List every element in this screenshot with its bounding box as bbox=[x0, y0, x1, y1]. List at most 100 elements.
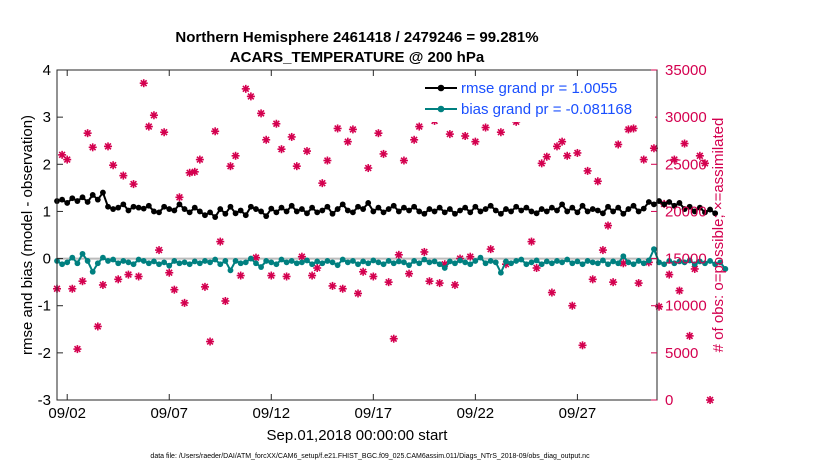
bias-point bbox=[579, 261, 586, 268]
y-axis-label: rmse and bias (model - observation) bbox=[19, 115, 36, 355]
obs-count-marker bbox=[88, 143, 97, 152]
bias-point bbox=[554, 258, 560, 264]
rmse-point bbox=[120, 201, 127, 208]
rmse-point bbox=[196, 208, 203, 215]
obs-count-marker bbox=[190, 167, 199, 176]
obs-count-marker bbox=[563, 151, 572, 160]
bias-point bbox=[288, 258, 295, 264]
legend: rmse grand pr = 1.0055 bias grand pr = -… bbox=[419, 78, 655, 122]
bias-point bbox=[278, 256, 285, 263]
bias-point bbox=[656, 259, 662, 266]
rmse-point bbox=[385, 206, 392, 212]
rmse-point bbox=[610, 208, 617, 215]
bias-point bbox=[166, 262, 173, 269]
rmse-point bbox=[528, 208, 535, 215]
bias-point bbox=[222, 258, 229, 264]
bias-point bbox=[74, 260, 81, 267]
footnote: data file: /Users/raeder/DAI/ATM_forcXX/… bbox=[150, 453, 590, 460]
bias-point bbox=[717, 259, 724, 266]
obs-count-marker bbox=[68, 284, 77, 293]
bias-point bbox=[314, 258, 321, 265]
obs-count-marker bbox=[471, 137, 480, 146]
bias-point bbox=[125, 259, 132, 266]
rmse-point bbox=[145, 202, 152, 209]
y2-tick-label: 5000 bbox=[665, 345, 698, 362]
bias-point bbox=[421, 256, 428, 263]
obs-count-marker bbox=[700, 159, 709, 168]
obs-count-marker bbox=[405, 269, 414, 278]
obs-count-marker bbox=[481, 123, 490, 132]
obs-count-marker bbox=[680, 139, 689, 148]
bias-point bbox=[431, 258, 438, 265]
obs-count-marker bbox=[267, 271, 276, 280]
rmse-point bbox=[105, 203, 111, 210]
rmse-point bbox=[59, 196, 66, 203]
obs-count-marker bbox=[282, 272, 291, 281]
bias-point bbox=[355, 261, 361, 268]
bias-point bbox=[390, 260, 397, 267]
x-tick-label: 09/12 bbox=[253, 405, 291, 422]
rmse-point bbox=[237, 207, 244, 214]
bias-point bbox=[533, 257, 540, 264]
obs-count-marker bbox=[394, 250, 403, 259]
y-tick-label: -1 bbox=[38, 298, 51, 315]
bias-point bbox=[640, 260, 647, 267]
obs-count-marker bbox=[655, 302, 664, 311]
obs-count-marker bbox=[553, 142, 561, 151]
obs-count-marker bbox=[170, 285, 179, 294]
obs-count-marker bbox=[558, 137, 567, 146]
bias-point bbox=[548, 260, 555, 267]
bias-point bbox=[344, 259, 351, 266]
bias-point bbox=[671, 260, 678, 267]
bias-point bbox=[370, 257, 377, 264]
rmse-point bbox=[166, 206, 173, 212]
rmse-point bbox=[253, 206, 259, 212]
bias-point bbox=[518, 256, 525, 263]
bias-point bbox=[543, 258, 550, 265]
obs-count-marker bbox=[415, 122, 424, 131]
rmse-point bbox=[130, 203, 137, 210]
obs-count-marker bbox=[272, 119, 281, 128]
obs-count-marker bbox=[593, 177, 602, 186]
obs-count-marker bbox=[614, 140, 623, 149]
bias-point bbox=[482, 260, 489, 267]
obs-count-marker bbox=[338, 284, 347, 293]
obs-count-marker bbox=[573, 148, 582, 157]
obs-count-marker bbox=[527, 237, 536, 246]
bias-point bbox=[247, 255, 254, 262]
obs-count-marker bbox=[165, 268, 174, 277]
bias-point bbox=[171, 258, 178, 264]
x-tick-label: 09/17 bbox=[355, 405, 393, 422]
bias-point bbox=[375, 259, 382, 266]
obs-count-marker bbox=[221, 297, 230, 305]
obs-count-marker bbox=[639, 155, 648, 164]
obs-count-marker bbox=[685, 331, 694, 340]
bias-point bbox=[523, 261, 530, 268]
bias-point bbox=[100, 254, 106, 261]
bias-point bbox=[696, 258, 703, 265]
bias-point bbox=[196, 260, 203, 267]
obs-count-marker bbox=[629, 124, 638, 133]
rmse-point bbox=[477, 208, 484, 215]
obs-count-marker bbox=[277, 145, 286, 154]
bias-point bbox=[589, 259, 596, 266]
bias-point bbox=[237, 260, 244, 267]
legend-box bbox=[419, 78, 655, 122]
bias-point bbox=[503, 258, 509, 265]
obs-count-marker bbox=[466, 252, 475, 261]
obs-count-marker bbox=[241, 84, 250, 93]
obs-count-marker bbox=[180, 298, 189, 307]
rmse-point bbox=[151, 208, 157, 215]
rmse-point bbox=[69, 195, 76, 202]
rmse-point bbox=[186, 209, 193, 216]
bias-point bbox=[441, 265, 448, 271]
y-tick-label: 1 bbox=[43, 203, 51, 220]
rmse-point bbox=[406, 207, 412, 214]
obs-count-marker bbox=[287, 132, 296, 141]
x-tick-label: 09/22 bbox=[457, 405, 495, 422]
x-tick-label: 09/07 bbox=[150, 405, 188, 422]
rmse-point bbox=[222, 210, 229, 217]
obs-count-marker bbox=[93, 322, 102, 331]
rmse-point bbox=[401, 204, 407, 211]
bias-point bbox=[574, 258, 581, 265]
